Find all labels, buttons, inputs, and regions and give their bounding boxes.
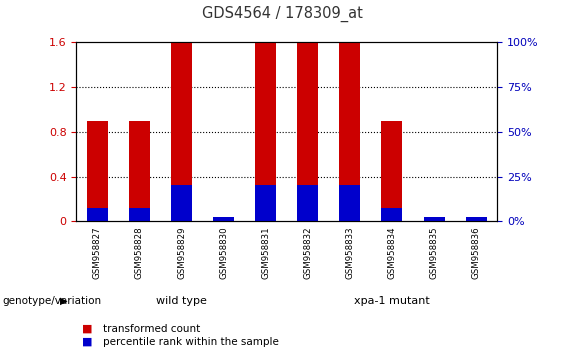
Text: GSM958834: GSM958834 xyxy=(388,227,397,279)
Bar xyxy=(129,208,150,221)
Bar xyxy=(466,217,486,221)
Bar xyxy=(171,185,192,221)
Text: GSM958828: GSM958828 xyxy=(135,227,144,279)
Text: wild type: wild type xyxy=(156,296,207,306)
Bar xyxy=(255,42,276,221)
Bar xyxy=(213,217,234,221)
Bar xyxy=(297,185,318,221)
Text: ■: ■ xyxy=(82,324,93,333)
Bar xyxy=(424,217,445,221)
Text: GSM958829: GSM958829 xyxy=(177,227,186,279)
Text: percentile rank within the sample: percentile rank within the sample xyxy=(103,337,279,347)
Bar xyxy=(340,42,360,221)
Bar xyxy=(87,208,108,221)
Bar xyxy=(171,42,192,221)
Bar xyxy=(381,121,402,221)
Text: ▶: ▶ xyxy=(60,296,68,306)
Text: GSM958827: GSM958827 xyxy=(93,227,102,279)
Text: GSM958833: GSM958833 xyxy=(345,227,354,279)
Bar xyxy=(340,185,360,221)
Text: GSM958835: GSM958835 xyxy=(429,227,438,279)
Bar xyxy=(87,121,108,221)
Text: GSM958836: GSM958836 xyxy=(472,227,481,279)
Text: GDS4564 / 178309_at: GDS4564 / 178309_at xyxy=(202,5,363,22)
Bar xyxy=(255,185,276,221)
Text: genotype/variation: genotype/variation xyxy=(3,296,102,306)
Text: xpa-1 mutant: xpa-1 mutant xyxy=(354,296,430,306)
Text: ■: ■ xyxy=(82,337,93,347)
Text: GSM958830: GSM958830 xyxy=(219,227,228,279)
Bar xyxy=(297,42,318,221)
Text: GSM958832: GSM958832 xyxy=(303,227,312,279)
Bar xyxy=(381,208,402,221)
Text: GSM958831: GSM958831 xyxy=(261,227,270,279)
Bar xyxy=(129,121,150,221)
Text: transformed count: transformed count xyxy=(103,324,201,333)
